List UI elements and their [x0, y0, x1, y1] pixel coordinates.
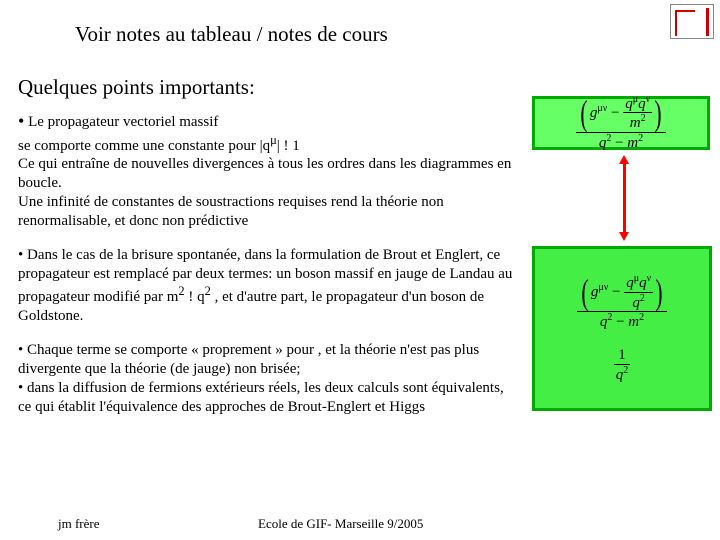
footer-author: jm frère — [58, 516, 100, 532]
b1-line2a: se comporte comme une constante pour |q — [18, 138, 270, 154]
b3b-text: dans la diffusion de fermions extérieurs… — [18, 380, 504, 415]
double-arrow-icon — [623, 162, 626, 234]
bullet-2: • Dans le cas de la brisure spontanée, d… — [18, 246, 520, 325]
b1-line3: Ce qui entraîne de nouvelles divergences… — [18, 156, 511, 191]
bullet-1-lead: Le propagateur vectoriel massif — [28, 114, 218, 130]
footer-venue: Ecole de GIF- Marseille 9/2005 — [258, 516, 423, 532]
b1-line4: Une infinité de constantes de soustracti… — [18, 194, 444, 229]
page-title: Voir notes au tableau / notes de cours — [75, 22, 388, 47]
bullet-1: • Le propagateur vectoriel massif se com… — [18, 110, 520, 230]
bullet-dot-icon: • — [18, 380, 23, 396]
formula-box-2: (gμν − qμqνq2) q2 − m2 1 q2 — [532, 246, 712, 411]
b2-mid: ! q — [185, 289, 205, 305]
bullet-3: • Chaque terme se comporte « proprement … — [18, 341, 520, 416]
logo-icon — [670, 4, 714, 39]
bullet-dot-icon: • — [18, 111, 24, 131]
b1-sup: μ — [270, 133, 277, 147]
body-text: • Le propagateur vectoriel massif se com… — [18, 110, 520, 432]
b1-line2b: | ! 1 — [277, 138, 300, 154]
bullet-dot-icon: • — [18, 342, 23, 358]
section-heading: Quelques points importants: — [18, 75, 255, 100]
bullet-dot-icon: • — [18, 247, 23, 263]
b3-text: Chaque terme se comporte « proprement » … — [18, 342, 479, 377]
formula-box-1: (gμν − qμqνm2) q2 − m2 — [532, 96, 710, 150]
